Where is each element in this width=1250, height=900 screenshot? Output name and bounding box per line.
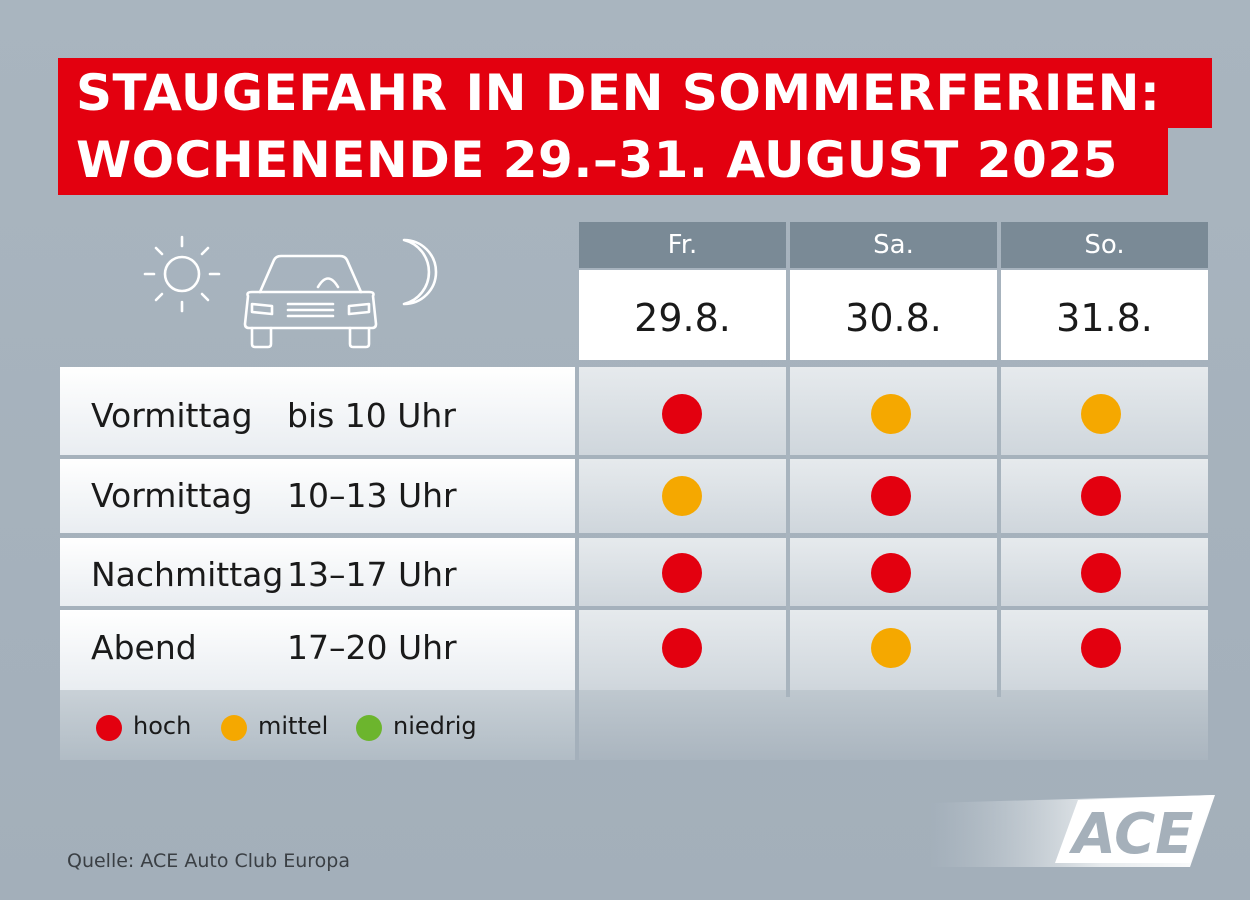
- period-label: Vormittag: [91, 476, 253, 515]
- period-label: Vormittag: [91, 396, 253, 435]
- day-name-sa: Sa.: [790, 222, 997, 268]
- rating-dot-hoch: [1081, 553, 1121, 593]
- legend-label-niedrig: niedrig: [393, 712, 477, 740]
- day-date-so: 31.8.: [1001, 270, 1208, 360]
- rating-dot-hoch: [871, 476, 911, 516]
- rating-dot-mittel: [1081, 394, 1121, 434]
- legend-dot-niedrig: [356, 715, 382, 741]
- ace-logo: ACE: [930, 795, 1215, 867]
- rating-dot-hoch: [871, 553, 911, 593]
- legend-label-hoch: hoch: [133, 712, 192, 740]
- column-separator: [997, 367, 1001, 697]
- rating-dot-hoch: [1081, 476, 1121, 516]
- legend-dot-hoch: [96, 715, 122, 741]
- rating-dot-mittel: [662, 476, 702, 516]
- time-label: bis 10 Uhr: [287, 396, 456, 435]
- legend-label-mittel: mittel: [258, 712, 329, 740]
- lower-cells: [579, 690, 1208, 760]
- title-line-2: WOCHENENDE 29.–31. AUGUST 2025: [58, 125, 1168, 195]
- rating-dot-mittel: [871, 628, 911, 668]
- period-label: Abend: [91, 628, 197, 667]
- source-note: Quelle: ACE Auto Club Europa: [67, 850, 350, 872]
- column-separator: [786, 367, 790, 697]
- title-line-1: STAUGEFAHR IN DEN SOMMERFERIEN:: [58, 58, 1212, 128]
- moon-icon: [402, 238, 438, 306]
- time-label: 10–13 Uhr: [287, 476, 457, 515]
- period-label: Nachmittag: [91, 555, 284, 594]
- time-label: 13–17 Uhr: [287, 555, 457, 594]
- rating-dot-hoch: [662, 628, 702, 668]
- sun-icon: [143, 235, 221, 313]
- day-date-fr: 29.8.: [579, 270, 786, 360]
- row-label-4: Abend 17–20 Uhr: [60, 610, 575, 690]
- rating-dot-mittel: [871, 394, 911, 434]
- row-label-1: Vormittag bis 10 Uhr: [60, 367, 575, 455]
- legend-area: [60, 690, 575, 760]
- rating-dot-hoch: [662, 553, 702, 593]
- svg-text:ACE: ACE: [1069, 802, 1194, 867]
- time-label: 17–20 Uhr: [287, 628, 457, 667]
- day-date-sa: 30.8.: [790, 270, 997, 360]
- row-label-3: Nachmittag 13–17 Uhr: [60, 538, 575, 606]
- car-icon: [243, 254, 378, 349]
- day-name-fr: Fr.: [579, 222, 786, 268]
- rating-dot-hoch: [1081, 628, 1121, 668]
- legend-dot-mittel: [221, 715, 247, 741]
- rating-dot-hoch: [662, 394, 702, 434]
- row-label-2: Vormittag 10–13 Uhr: [60, 459, 575, 533]
- day-name-so: So.: [1001, 222, 1208, 268]
